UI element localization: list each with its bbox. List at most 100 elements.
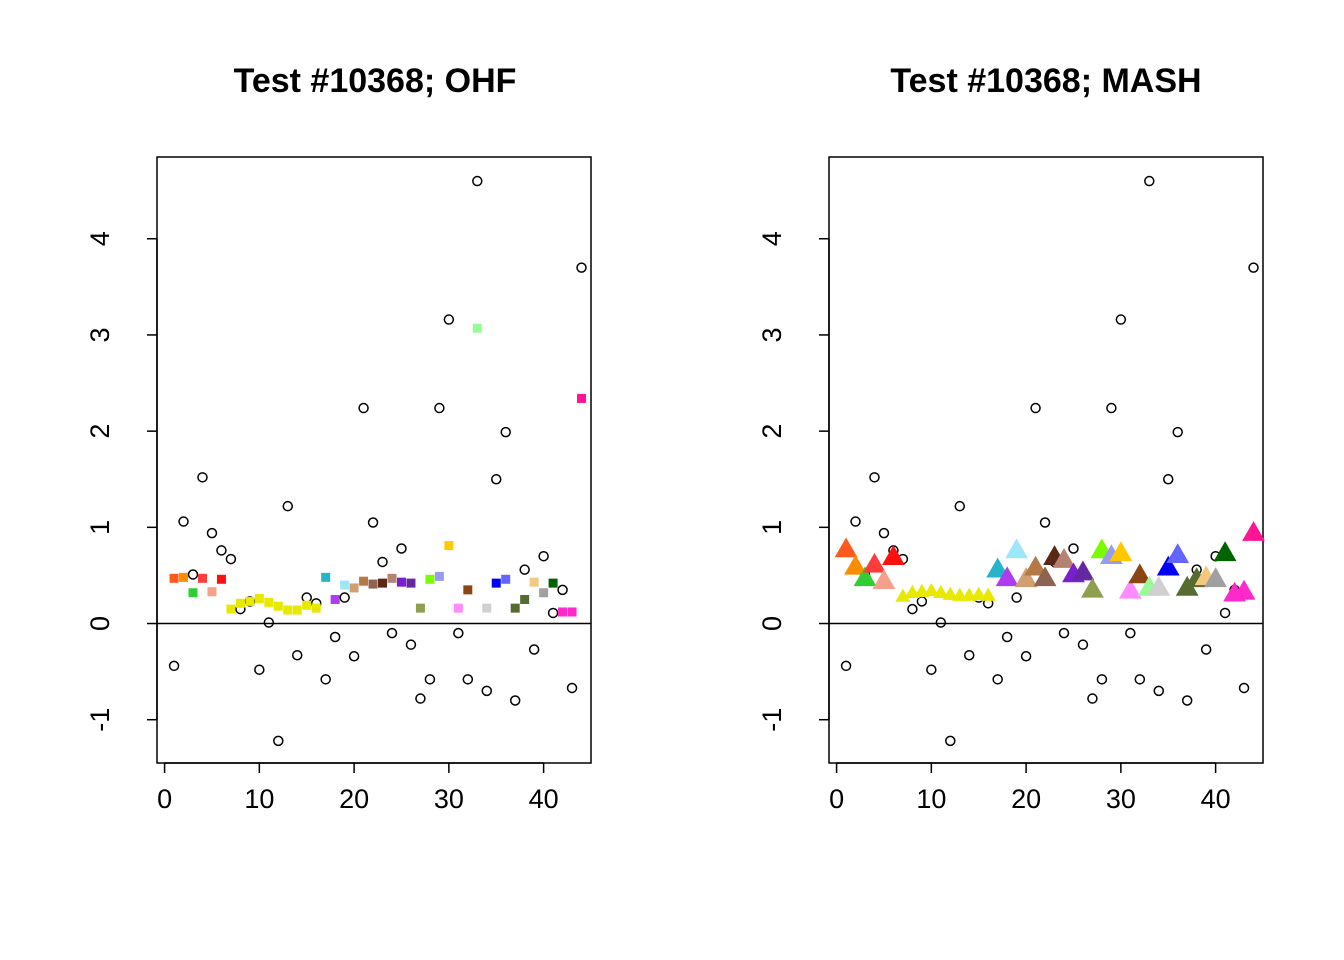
ohf-observed-point <box>415 693 426 704</box>
ohf-estimate-square <box>302 600 312 610</box>
ohf-estimate-square <box>415 603 425 613</box>
ohf-observed-point <box>216 545 227 556</box>
mash-estimate-triangle <box>834 537 858 558</box>
ohf-estimate-square <box>197 573 207 583</box>
mash-estimate-triangle <box>1213 541 1237 562</box>
mash-observed-point <box>1011 592 1022 603</box>
mash-estimate-triangle <box>1166 543 1190 564</box>
mash-observed-point <box>1162 473 1174 485</box>
ohf-observed-point <box>453 627 464 639</box>
mash-y-tick-label: 2 <box>757 424 787 439</box>
ohf-observed-point <box>197 472 208 483</box>
ohf-observed-point <box>557 584 568 596</box>
mash-estimate-triangle <box>872 569 896 589</box>
mash-observed-point <box>1096 674 1108 685</box>
ohf-observed-point <box>405 639 417 650</box>
ohf-estimate-square <box>235 598 245 608</box>
mash-estimate-triangle <box>1014 567 1038 588</box>
ohf-axes: 0 10 20 30 40 -1 0 1 2 3 4 <box>85 231 591 814</box>
ohf-chart-title: Test #10368; OHF <box>234 62 517 100</box>
ohf-estimate-square <box>567 607 577 617</box>
ohf-estimate-square <box>330 594 340 604</box>
mash-observed-point <box>878 527 890 539</box>
ohf-observed-point <box>386 627 398 639</box>
ohf-estimate-square <box>396 577 406 587</box>
ohf-estimate-square <box>245 596 255 606</box>
mash-observed-point <box>1172 426 1183 438</box>
ohf-y-tick-label: 2 <box>85 424 115 439</box>
ohf-observed-point <box>566 682 578 694</box>
ohf-estimate-square <box>254 594 264 604</box>
ohf-observed-point <box>443 314 455 325</box>
mash-estimate-triangle <box>1128 563 1152 584</box>
ohf-observed-point <box>367 517 379 528</box>
ohf-observed-point <box>490 473 502 485</box>
mash-observed-point <box>1087 693 1098 704</box>
mash-estimate-triangle <box>863 552 886 573</box>
ohf-estimate-square <box>463 585 473 595</box>
mash-estimate-triangle <box>1147 575 1171 596</box>
mash-estimate-triangle <box>933 584 949 598</box>
ohf-observed-point <box>320 674 331 685</box>
mash-estimate-triangle <box>995 566 1019 587</box>
ohf-estimate-square <box>207 587 217 597</box>
ohf-observed-point <box>500 426 511 438</box>
ohf-observed-point <box>576 262 587 273</box>
ohf-estimate-square <box>472 323 482 333</box>
mash-observed-point <box>1001 631 1013 643</box>
mash-observed-point <box>954 500 966 512</box>
ohf-estimate-square <box>453 603 463 613</box>
mash-data-marks <box>834 175 1265 747</box>
ohf-y-tick-label: 1 <box>85 520 115 535</box>
mash-observed-point <box>1238 682 1250 694</box>
ohf-estimate-square <box>378 578 388 588</box>
mash-estimate-triangle <box>1118 578 1142 599</box>
ohf-x-tick-label: 10 <box>244 784 274 814</box>
mash-observed-point <box>935 617 947 628</box>
mash-y-tick-label: 1 <box>757 520 787 535</box>
mash-y-tick-label: 0 <box>757 616 787 631</box>
mash-y-tick-label: -1 <box>757 708 787 732</box>
ohf-observed-point <box>462 674 474 685</box>
mash-observed-point <box>1077 639 1089 650</box>
mash-observed-point <box>945 735 956 747</box>
ohf-estimate-square <box>548 578 558 588</box>
mash-observed-point <box>992 674 1003 685</box>
mash-observed-point <box>926 664 937 675</box>
ohf-observed-point <box>377 556 388 568</box>
mash-estimate-triangle <box>1052 548 1076 568</box>
mash-panel: Test #10368; MASH 0 10 20 30 40 -1 0 1 2 3 4 <box>757 62 1265 814</box>
mash-estimate-triangle <box>895 588 911 602</box>
ohf-estimate-square <box>529 577 539 587</box>
mash-y-tick-label: 3 <box>757 327 787 342</box>
ohf-estimate-square <box>539 588 549 598</box>
mash-estimate-triangle <box>1033 566 1057 587</box>
ohf-estimate-square <box>368 579 378 589</box>
ohf-observed-point <box>396 543 407 554</box>
ohf-estimate-square <box>216 574 226 584</box>
ohf-observed-point <box>282 500 294 512</box>
ohf-estimate-square <box>321 572 331 582</box>
mash-x-tick-label: 10 <box>916 784 946 814</box>
mash-observed-point <box>1200 644 1212 655</box>
ohf-estimate-square <box>520 594 530 604</box>
mash-observed-point <box>1106 402 1117 414</box>
mash-estimate-triangle <box>1156 555 1180 576</box>
mash-axes: 0 10 20 30 40 -1 0 1 2 3 4 <box>757 231 1263 814</box>
mash-estimate-triangle <box>971 586 987 600</box>
ohf-observed-point <box>547 607 559 619</box>
mash-estimate-triangle <box>986 557 1010 578</box>
ohf-estimate-square <box>311 603 321 613</box>
ohf-observed-point <box>519 564 530 575</box>
mash-observed-point <box>1134 674 1146 685</box>
ohf-estimate-square <box>491 578 501 588</box>
mash-x-tick-label: 0 <box>829 784 844 814</box>
ohf-observed-point <box>434 402 445 414</box>
mash-estimate-triangle <box>923 582 939 597</box>
mash-chart-title: Test #10368; MASH <box>890 62 1201 100</box>
ohf-observed-point <box>481 685 493 697</box>
ohf-y-tick-label: 0 <box>85 616 115 631</box>
mash-observed-point <box>1068 543 1079 554</box>
ohf-estimate-square <box>226 604 236 614</box>
mash-x-tick-label: 40 <box>1201 784 1231 814</box>
